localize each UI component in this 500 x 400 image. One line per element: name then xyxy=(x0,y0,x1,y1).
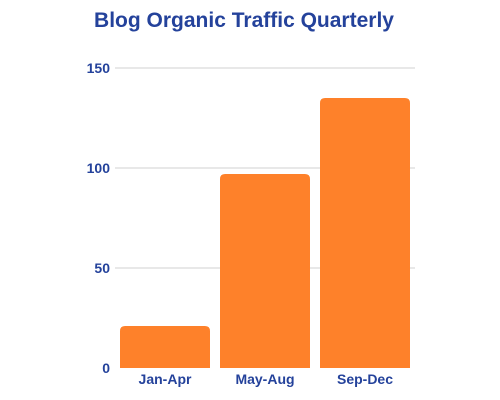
chart-title: Blog Organic Traffic Quarterly xyxy=(94,9,394,32)
bars xyxy=(120,98,410,368)
x-category-label: Jan-Apr xyxy=(139,371,192,387)
bar-sep-dec xyxy=(320,98,410,368)
y-tick-label: 100 xyxy=(87,160,111,176)
bar-jan-apr xyxy=(120,326,210,368)
x-category-label: May-Aug xyxy=(235,371,294,387)
y-tick-labels: 0 50 100 150 xyxy=(87,60,111,376)
y-tick-label: 50 xyxy=(94,260,110,276)
y-tick-label: 0 xyxy=(102,360,110,376)
bar-may-aug xyxy=(220,174,310,368)
x-category-label: Sep-Dec xyxy=(337,371,393,387)
y-tick-label: 150 xyxy=(87,60,111,76)
x-category-labels: Jan-Apr May-Aug Sep-Dec xyxy=(139,371,394,387)
